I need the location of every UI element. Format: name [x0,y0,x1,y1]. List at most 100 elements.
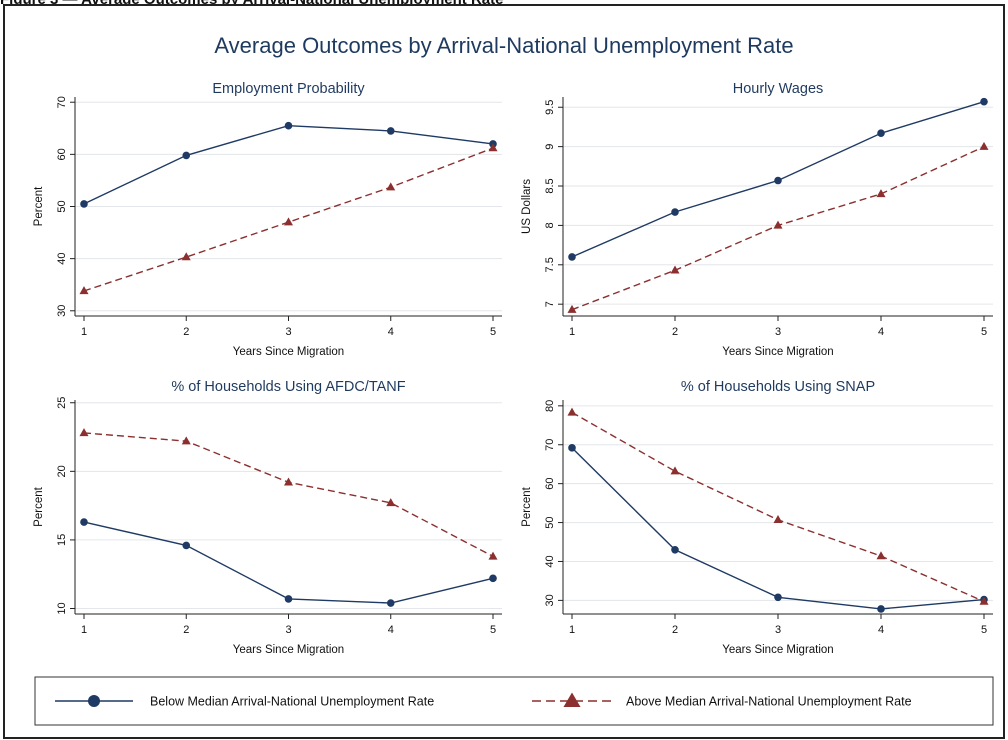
data-point-below [980,97,988,106]
x-axis-label: Years Since Migration [722,346,833,358]
legend-below-label: Below Median Arrival-National Unemployme… [150,695,434,709]
legend-above-marker [563,692,581,707]
legend: Below Median Arrival-National Unemployme… [34,676,994,726]
x-tick-label: 2 [672,624,678,636]
data-point-above [567,304,577,313]
data-point-above [979,596,989,605]
x-tick-label: 2 [672,326,678,338]
data-point-below [568,444,576,452]
data-point-above [284,477,293,486]
x-tick-label: 5 [490,624,496,636]
x-tick-label: 1 [569,624,575,636]
x-tick-label: 4 [878,624,884,636]
x-tick-label: 3 [775,624,781,636]
legend-box [34,676,994,726]
data-point-below [774,176,782,185]
y-axis-label: Percent [521,486,533,526]
x-tick-label: 4 [878,326,884,338]
panel-title: Hourly Wages [733,81,824,97]
figure-frame [3,4,1005,739]
y-tick-label: 70 [544,439,556,451]
y-tick-label: 30 [56,305,68,317]
x-axis-label: Years Since Migration [233,644,344,656]
y-axis-label: Percent [33,186,45,226]
data-point-above [670,466,680,475]
data-point-below [386,127,395,135]
data-point-below [877,605,885,613]
data-point-above [181,252,191,261]
data-point-above [670,265,680,274]
data-point-above [876,189,886,198]
panel-2: 7 7.5 8 8.5 9 9.5 1 2 3 4 5 Hourly Wages Years Since… [521,81,993,358]
x-tick-label: 1 [569,326,575,338]
panel-3: 10 15 20 25 1 2 3 4 5 % of Households Using AFDC/… [33,379,502,656]
y-axis-label: Percent [33,486,45,526]
x-tick-label: 3 [285,326,291,338]
data-point-below [877,129,885,138]
x-tick-label: 3 [285,624,291,636]
y-tick-label: 60 [544,478,556,490]
panels-layer: 30 40 50 60 70 1 2 3 4 5 Employment Probability Yea… [33,81,993,656]
data-point-above [876,551,886,560]
y-tick-label: 70 [56,96,68,108]
data-point-above [773,515,783,524]
panel-1: 30 40 50 60 70 1 2 3 4 5 Employment Probability Yea… [33,81,502,358]
y-tick-label: 25 [56,397,68,409]
data-point-below [284,121,293,130]
data-point-above [386,182,396,191]
y-tick-label: 20 [56,465,68,477]
data-point-above [79,286,89,295]
y-tick-label: 40 [56,253,68,265]
panel-title: % of Households Using AFDC/TANF [171,379,405,395]
panel-title: % of Households Using SNAP [681,379,875,395]
main-title: Average Outcomes by Arrival-National Une… [214,33,793,58]
data-point-above [488,143,498,152]
y-tick-label: 7.5 [544,257,556,272]
x-tick-label: 1 [81,624,87,636]
x-tick-label: 2 [183,624,189,636]
x-axis-label: Years Since Migration [233,346,344,358]
data-point-above [488,551,498,560]
data-point-below [182,541,191,550]
x-axis-label: Years Since Migration [722,644,833,656]
data-point-above [181,436,191,445]
y-tick-label: 15 [56,534,68,546]
legend-above-label: Above Median Arrival-National Unemployme… [626,695,912,709]
y-tick-label: 40 [544,555,556,567]
data-point-below [386,599,395,607]
y-tick-label: 50 [56,200,68,212]
x-tick-label: 5 [981,326,987,338]
data-point-above [567,407,577,416]
data-point-above [773,220,783,229]
data-point-below [80,518,88,526]
y-tick-label: 10 [56,602,68,614]
y-tick-label: 50 [544,516,556,528]
y-tick-label: 9 [544,144,556,150]
y-tick-label: 80 [544,400,556,412]
x-tick-label: 5 [981,624,987,636]
x-tick-label: 5 [490,326,496,338]
data-point-above [979,141,989,150]
panel-title: Employment Probability [212,81,365,97]
x-tick-label: 4 [388,326,394,338]
data-point-above [284,217,293,226]
y-axis-label: US Dollars [521,179,533,234]
y-tick-label: 8.5 [544,178,556,193]
y-tick-label: 30 [544,594,556,606]
x-tick-label: 3 [775,326,781,338]
data-point-below [182,151,191,160]
y-tick-label: 60 [56,148,68,160]
panel-4: 30 40 50 60 70 80 1 2 3 4 5 % of Households Using S… [521,379,993,656]
data-point-below [489,574,497,583]
data-point-below [774,593,782,602]
data-point-below [284,595,293,603]
x-tick-label: 4 [388,624,394,636]
data-point-below [80,200,88,208]
data-point-above [386,498,396,507]
y-tick-label: 9.5 [544,100,556,115]
x-tick-label: 2 [183,326,189,338]
data-point-below [568,253,576,261]
x-tick-label: 1 [81,326,87,338]
data-point-below [671,546,679,554]
